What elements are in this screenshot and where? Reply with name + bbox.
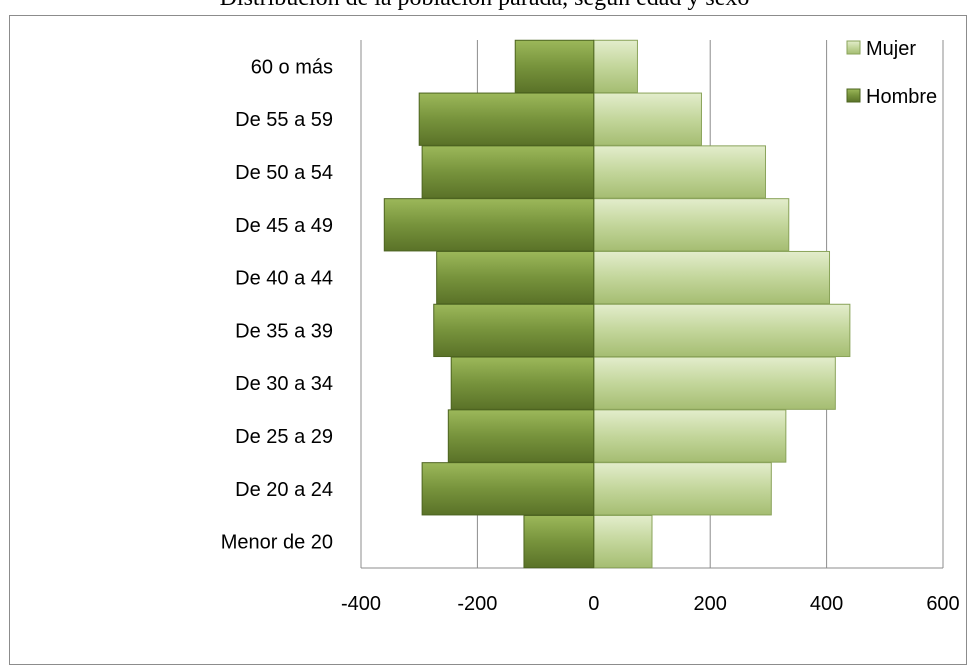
x-tick-label: 400 xyxy=(810,593,843,615)
bar-mujer-4 xyxy=(593,303,851,358)
bar-mujer-3 xyxy=(593,356,836,410)
bar-mujer-5 xyxy=(593,250,831,305)
bar-mujer-7 xyxy=(593,145,766,199)
x-tick-label: 600 xyxy=(926,593,959,615)
chart-title: Distribución de la población parada, seg… xyxy=(0,0,969,12)
category-label: 60 o más xyxy=(251,56,333,78)
category-label: De 45 a 49 xyxy=(235,215,333,237)
bar-hombre-1 xyxy=(421,462,595,516)
legend-label-mujer: Mujer xyxy=(866,38,916,60)
category-label: De 25 a 29 xyxy=(235,426,333,448)
bar-mujer-2 xyxy=(593,409,787,463)
legend-swatch-hombre xyxy=(846,88,861,103)
bar-chart: -400 -200 0 200 400 600 Menor de 20 De 20 a 24 D… xyxy=(221,38,960,615)
category-label: De 30 a 34 xyxy=(235,373,333,395)
legend-swatch-mujer xyxy=(846,40,861,55)
bar-mujer-1 xyxy=(593,462,772,516)
bar-mujer-9 xyxy=(593,39,638,94)
category-label: De 55 a 59 xyxy=(235,109,333,131)
bar-hombre-9 xyxy=(514,39,595,94)
bar-mujer-0 xyxy=(593,514,653,569)
x-tick-label: -400 xyxy=(341,593,381,615)
category-label: De 50 a 54 xyxy=(235,162,333,184)
category-label: De 20 a 24 xyxy=(235,479,333,501)
x-tick-label: 0 xyxy=(588,593,599,615)
bar-mujer-6 xyxy=(593,198,790,252)
bar-hombre-0 xyxy=(523,514,595,569)
bar-hombre-2 xyxy=(447,409,595,463)
bar-hombre-8 xyxy=(418,92,595,146)
bar-hombre-4 xyxy=(433,303,595,358)
legend-label-hombre: Hombre xyxy=(866,86,937,108)
bar-hombre-7 xyxy=(421,145,595,199)
category-label: Menor de 20 xyxy=(221,532,333,554)
bar-mujer-8 xyxy=(593,92,702,146)
bar-hombre-3 xyxy=(450,356,595,410)
category-label: De 35 a 39 xyxy=(235,320,333,342)
x-tick-label: -200 xyxy=(457,593,497,615)
category-label: De 40 a 44 xyxy=(235,268,333,290)
bar-hombre-5 xyxy=(436,250,595,305)
bar-hombre-6 xyxy=(383,198,595,252)
x-tick-label: 200 xyxy=(694,593,727,615)
